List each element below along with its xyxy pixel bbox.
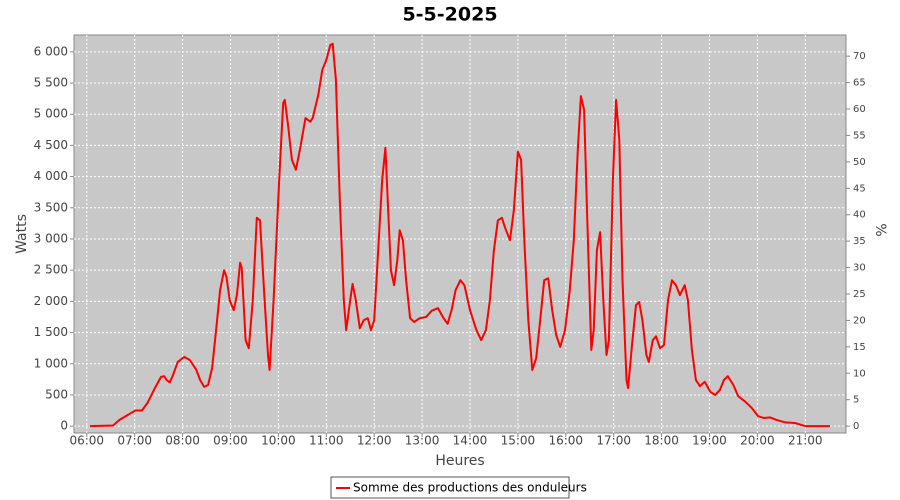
y-axis-title: Watts <box>14 214 30 254</box>
y2-tick-label: 5 <box>853 395 859 406</box>
y2-tick-label: 60 <box>853 104 866 115</box>
x-tick-label: 16:00 <box>548 434 583 448</box>
y-tick-label: 5 000 <box>34 107 68 121</box>
y2-tick-label: 50 <box>853 157 866 168</box>
legend-box <box>330 476 570 499</box>
y-tick-label: 2 000 <box>34 294 68 308</box>
x-tick-label: 18:00 <box>644 434 679 448</box>
line-series <box>89 42 830 428</box>
x-tick-label: 15:00 <box>501 434 536 448</box>
x-tick-label: 06:00 <box>69 434 104 448</box>
x-tick-label: 19:00 <box>692 434 727 448</box>
y2-tick-label: 25 <box>853 289 866 300</box>
y-tick-label: 4 000 <box>34 169 68 183</box>
x-tick-label: 09:00 <box>213 434 248 448</box>
x-tick-label: 11:00 <box>309 434 344 448</box>
y-tick-label: 5 500 <box>34 76 68 90</box>
x-tick-label: 10:00 <box>261 434 296 448</box>
x-tick-label: 21:00 <box>788 434 823 448</box>
x-tick-label: 20:00 <box>740 434 775 448</box>
y-tick-label: 2 500 <box>34 263 68 277</box>
x-axis-title: Heures <box>435 453 484 469</box>
x-tick-label: 12:00 <box>357 434 392 448</box>
y2-tick-label: 55 <box>853 130 866 141</box>
y-tick-label: 500 <box>45 387 68 401</box>
y-tick-label: 1 500 <box>34 325 68 339</box>
y2-tick-label: 45 <box>853 183 866 194</box>
y2-tick-label: 40 <box>853 210 866 221</box>
x-tick-label: 17:00 <box>596 434 631 448</box>
legend-label: Somme des productions des onduleurs <box>353 481 587 495</box>
y-tick-label: 6 000 <box>34 44 68 58</box>
y-tick-label: 4 500 <box>34 138 68 152</box>
y-tick-label: 3 000 <box>34 231 68 245</box>
chart-title: 5-5-2025 <box>402 4 497 26</box>
y2-tick-label: 10 <box>853 368 866 379</box>
y2-tick-label: 35 <box>853 236 866 247</box>
y-tick-label: 0 <box>60 419 68 433</box>
x-tick-label: 13:00 <box>405 434 440 448</box>
x-tick-label: 08:00 <box>165 434 200 448</box>
y2-tick-label: 30 <box>853 263 866 274</box>
y-tick-label: 1 000 <box>34 356 68 370</box>
plot-area <box>73 34 847 434</box>
y2-tick-label: 20 <box>853 315 866 326</box>
y2-tick-label: 15 <box>853 342 866 353</box>
x-tick-label: 14:00 <box>453 434 488 448</box>
legend: Somme des productions des onduleurs <box>330 476 587 499</box>
y2-tick-label: 65 <box>853 78 866 89</box>
y2-tick-label: 0 <box>853 421 859 432</box>
y-tick-label: 3 500 <box>34 200 68 214</box>
x-tick-label: 07:00 <box>117 434 152 448</box>
y2-tick-label: 70 <box>853 51 866 62</box>
y2-axis-title: % <box>872 223 888 236</box>
